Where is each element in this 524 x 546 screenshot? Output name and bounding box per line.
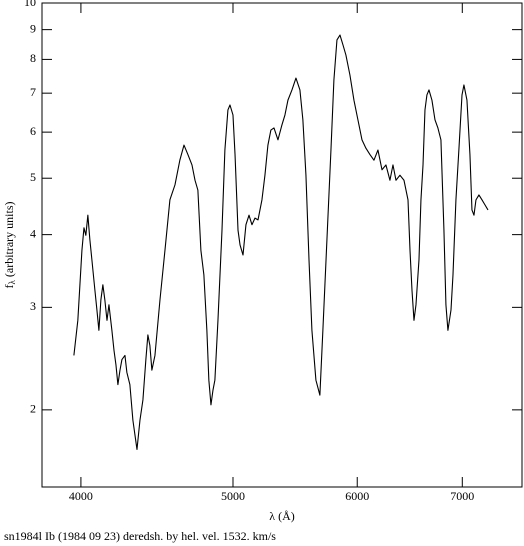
x-tick-label: 5000 xyxy=(221,489,245,503)
plot-frame xyxy=(41,2,523,488)
spectrum-line xyxy=(73,34,489,451)
caption: sn1984l Ib (1984 09 23) deredsh. by hel.… xyxy=(4,529,276,543)
y-tick-label: 8 xyxy=(30,51,36,65)
y-tick-label: 3 xyxy=(30,299,36,313)
y-label-rest: (arbitrary units) xyxy=(2,201,16,280)
y-tick-label: 2 xyxy=(30,402,36,416)
x-tick-label: 7000 xyxy=(450,489,474,503)
y-axis-label: fλ (arbitrary units) xyxy=(2,201,17,288)
y-tick-label: 4 xyxy=(30,226,36,240)
x-tick-label: 6000 xyxy=(345,489,369,503)
y-label-main: f xyxy=(2,285,16,289)
y-tick-label: 10 xyxy=(24,0,36,9)
y-tick-label: 9 xyxy=(30,21,36,35)
x-axis-label: λ (Å) xyxy=(269,509,294,523)
y-tick-label: 7 xyxy=(30,85,36,99)
y-tick-label: 5 xyxy=(30,170,36,184)
y-tick-label: 6 xyxy=(30,124,36,138)
x-tick-label: 4000 xyxy=(69,489,93,503)
y-label-sub: λ xyxy=(7,280,17,285)
